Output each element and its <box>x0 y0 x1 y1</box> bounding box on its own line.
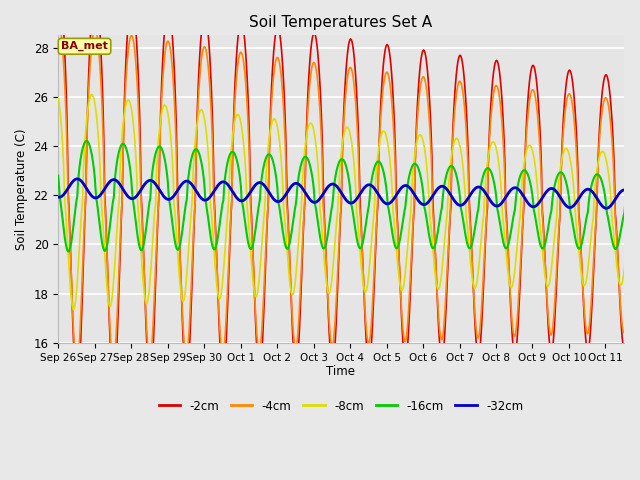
Line: -8cm: -8cm <box>58 95 640 310</box>
-32cm <box>124 193 131 199</box>
-4cm <box>231 101 239 107</box>
-2cm <box>283 169 291 175</box>
-2cm <box>638 77 640 83</box>
-32cm <box>444 188 452 193</box>
-2cm <box>232 69 239 75</box>
Line: -16cm: -16cm <box>58 141 640 252</box>
-32cm <box>260 182 268 188</box>
-8cm <box>54 95 62 101</box>
-2cm <box>412 136 420 142</box>
-32cm <box>412 193 419 199</box>
-8cm <box>638 156 640 162</box>
Legend: -2cm, -4cm, -8cm, -16cm, -32cm: -2cm, -4cm, -8cm, -16cm, -32cm <box>154 395 528 417</box>
-8cm <box>232 115 239 121</box>
-32cm <box>74 176 81 182</box>
-4cm <box>444 252 452 257</box>
-16cm <box>638 198 640 204</box>
-4cm <box>638 99 640 105</box>
-32cm <box>638 206 640 212</box>
-16cm <box>54 173 62 179</box>
-2cm <box>74 389 81 395</box>
Y-axis label: Soil Temperature (C): Soil Temperature (C) <box>15 128 28 250</box>
-2cm <box>124 19 132 24</box>
-16cm <box>283 245 291 251</box>
X-axis label: Time: Time <box>326 365 355 378</box>
-4cm <box>260 291 268 297</box>
Title: Soil Temperatures Set A: Soil Temperatures Set A <box>250 15 433 30</box>
-32cm <box>54 194 62 200</box>
-8cm <box>124 97 132 103</box>
Line: -4cm: -4cm <box>58 23 640 365</box>
Line: -2cm: -2cm <box>58 0 640 392</box>
-8cm <box>88 92 95 97</box>
-16cm <box>412 161 420 167</box>
-8cm <box>283 240 291 246</box>
-16cm <box>65 249 72 254</box>
-8cm <box>412 144 420 150</box>
Text: BA_met: BA_met <box>61 41 108 51</box>
-8cm <box>260 208 268 214</box>
-4cm <box>412 161 419 167</box>
-16cm <box>124 154 132 160</box>
-4cm <box>73 362 81 368</box>
Line: -32cm: -32cm <box>58 179 640 209</box>
-4cm <box>282 158 290 164</box>
-16cm <box>232 153 239 159</box>
-4cm <box>54 20 62 26</box>
-16cm <box>445 166 452 171</box>
-16cm <box>260 160 268 166</box>
-32cm <box>282 192 290 197</box>
-32cm <box>231 192 239 198</box>
-2cm <box>445 245 452 251</box>
-8cm <box>70 307 77 312</box>
-2cm <box>260 291 268 297</box>
-16cm <box>83 138 90 144</box>
-8cm <box>445 182 452 188</box>
-4cm <box>124 55 131 61</box>
